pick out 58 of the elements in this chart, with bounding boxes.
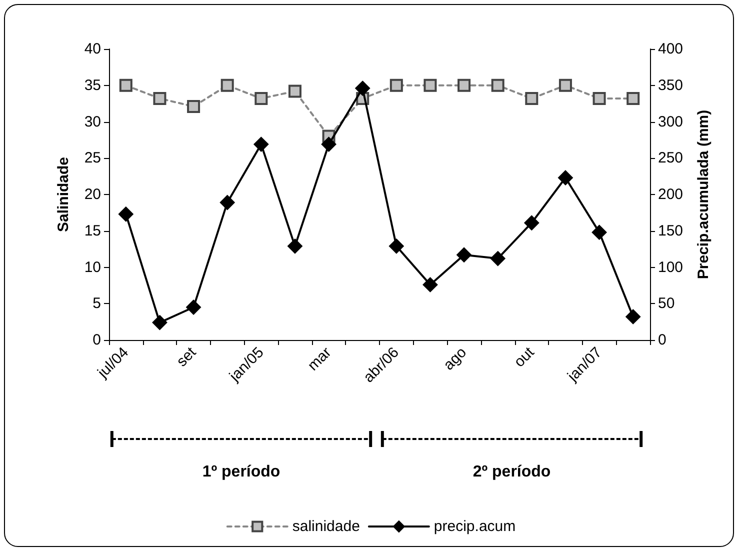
x-tick-label: ago <box>440 344 470 374</box>
point <box>456 247 472 262</box>
y2-tick-label: 50 <box>658 295 675 312</box>
y-tick-label: 30 <box>84 113 101 130</box>
x-tick-label: mar <box>304 344 335 374</box>
y2-axis-title: Precip.acumulada (mm) <box>695 110 712 280</box>
y2-tick-label: 350 <box>658 76 684 94</box>
point <box>626 92 640 105</box>
point <box>254 92 268 105</box>
y2-tick-label: 250 <box>658 150 684 167</box>
legend-label: precip.acum <box>434 518 516 535</box>
point <box>287 238 302 254</box>
point <box>490 251 506 266</box>
point <box>388 238 404 254</box>
y-axis-title: Salinidade <box>55 156 72 232</box>
y2-tick-label: 200 <box>658 186 684 203</box>
x-tick-label: set <box>173 343 200 370</box>
point <box>592 224 607 240</box>
point <box>288 84 302 98</box>
y-tick-label: 40 <box>84 40 101 58</box>
point <box>186 300 202 315</box>
point <box>321 136 336 152</box>
point <box>390 78 403 92</box>
point <box>220 195 235 210</box>
y2-tick-label: 400 <box>658 40 684 58</box>
y-tick-label: 10 <box>84 258 101 276</box>
y-tick-label: 25 <box>84 150 101 167</box>
point <box>424 78 437 92</box>
point <box>592 92 606 105</box>
point <box>458 78 471 92</box>
point <box>626 309 641 324</box>
text: 2º período <box>472 464 551 480</box>
y-tick-label: 35 <box>84 76 101 94</box>
point <box>153 92 166 105</box>
point <box>491 78 504 92</box>
legend-label: salinidade <box>292 518 360 535</box>
point <box>118 206 134 222</box>
text: 1º período <box>202 464 280 480</box>
point <box>187 100 200 113</box>
point <box>152 315 168 330</box>
point <box>558 170 573 186</box>
y-tick-label: 5 <box>92 295 101 312</box>
y-tick-label: 0 <box>92 332 101 348</box>
y2-tick-label: 0 <box>658 332 666 348</box>
y2-tick-label: 100 <box>658 258 684 276</box>
point <box>119 78 132 92</box>
point <box>220 78 234 92</box>
point <box>525 92 538 105</box>
point <box>524 215 540 230</box>
point <box>254 136 269 152</box>
point <box>355 80 370 96</box>
y-tick-label: 15 <box>84 222 101 240</box>
y-tick-label: 20 <box>84 186 101 203</box>
y2-tick-label: 300 <box>658 113 684 130</box>
y2-tick-label: 150 <box>658 222 684 240</box>
x-tick-label: out <box>510 343 538 371</box>
point <box>422 277 438 292</box>
point <box>558 78 572 92</box>
